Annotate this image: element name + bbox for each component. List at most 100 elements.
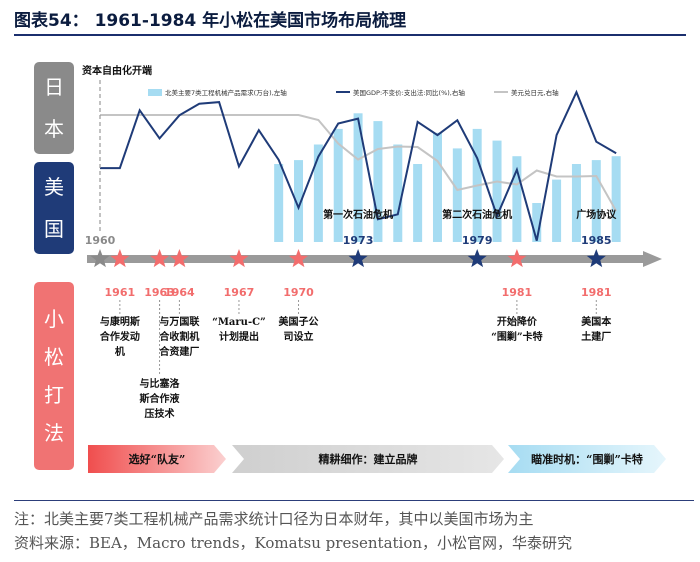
top-event-label: 资本自由化开端	[82, 64, 152, 77]
row-label-char: 小	[44, 307, 64, 331]
timeline-year: 1961	[105, 286, 136, 299]
timeline-year: 1981	[581, 286, 612, 299]
timeline-year: 1963	[144, 286, 175, 299]
demand-bar	[294, 160, 304, 242]
timeline-star	[467, 249, 487, 268]
phase-arrow	[88, 445, 226, 473]
action-line: 机	[115, 345, 125, 358]
timeline-star	[507, 249, 527, 268]
row-label-char: 法	[44, 421, 64, 445]
demand-bar	[432, 132, 442, 242]
action-line: “围剿”卡特	[491, 330, 543, 343]
row-label-char: 松	[44, 345, 64, 369]
footnote-rule	[14, 500, 694, 501]
action-line: 与康明斯	[100, 315, 140, 328]
timeline-year: 1967	[224, 286, 255, 299]
komatsu-action-3: “Maru-C” 计划提出	[212, 317, 266, 343]
row-label-0: 日本	[34, 62, 74, 154]
timeline-star	[348, 249, 368, 268]
timeline-star	[229, 249, 249, 268]
timeline-year: 1979	[462, 234, 493, 247]
us-gdp-line	[100, 89, 617, 241]
timeline-node-5: 1970	[283, 249, 314, 314]
timeline-arrow	[87, 251, 662, 267]
timeline-year: 1970	[283, 286, 314, 299]
timeline-node-8: 1981	[502, 249, 533, 314]
timeline-node-10: 1981	[581, 286, 612, 314]
phase-label: 选好“队友”	[129, 452, 186, 466]
timeline-node-9: 1985	[581, 234, 612, 268]
usdjpy-line	[100, 114, 618, 212]
phase-1: 精耕细作：建立品牌	[232, 445, 504, 473]
action-line: 计划提出	[219, 330, 259, 343]
timeline-year: 1985	[581, 234, 612, 247]
row-label-1: 美国	[34, 162, 74, 254]
timeline-star	[150, 249, 170, 268]
row-label-box	[34, 282, 74, 470]
top-event-label: 第二次石油危机	[442, 208, 512, 221]
action-line: 司设立	[284, 330, 314, 343]
timeline-year: 1960	[85, 234, 116, 247]
demand-bar	[373, 121, 383, 242]
row-label-box	[34, 162, 74, 254]
phase-2: 瞄准时机：“围剿”卡特	[508, 445, 666, 473]
demand-bar	[313, 144, 323, 242]
action-line: “Maru-C”	[212, 317, 266, 328]
timeline-node-1: 1961	[105, 249, 136, 314]
row-label-char: 美	[44, 175, 64, 199]
legend-item-0: 北美主要7类工程机械产品需求(万台),左轴	[148, 88, 287, 97]
action-line: 美国本	[581, 315, 612, 328]
timeline-head	[643, 251, 662, 267]
timeline-star	[586, 249, 606, 268]
row-label-box	[34, 62, 74, 154]
footnote-note: 注：北美主要7类工程机械产品需求统计口径为日本财年，其中以美国市场为主	[14, 510, 534, 528]
timeline-node-4: 1967	[224, 249, 255, 314]
top-event-label: 广场协议	[576, 208, 617, 221]
demand-bar	[393, 144, 403, 242]
phase-arrow	[232, 445, 504, 473]
action-line: 与万国联	[159, 315, 199, 328]
demand-bar	[452, 148, 462, 242]
action-line: 美国子公	[279, 315, 319, 328]
footnote-source: 资料来源：BEA，Macro trends，Komatsu presentati…	[14, 534, 573, 552]
timeline-chart: 北美主要7类工程机械产品需求(万台),左轴 美国GDP:不变价:支出法:同比(%)…	[34, 62, 666, 473]
demand-bar	[333, 128, 343, 242]
demand-bar	[552, 179, 562, 242]
demand-bar	[413, 164, 423, 242]
legend-label: 美元兑日元,右轴	[511, 88, 559, 97]
legend-item-2: 美元兑日元,右轴	[494, 88, 559, 97]
demand-bar	[274, 164, 284, 242]
row-label-char: 本	[44, 117, 64, 141]
legend-label: 北美主要7类工程机械产品需求(万台),左轴	[165, 88, 287, 97]
legend-swatch	[148, 89, 162, 96]
demand-bar	[611, 156, 621, 242]
timeline-star	[289, 249, 308, 268]
title-underline	[14, 34, 686, 36]
timeline-year: 1964	[164, 286, 195, 299]
page-title: 图表54： 1961-1984 年小松在美国市场布局梳理	[14, 11, 407, 31]
phase-label: 精耕细作：建立品牌	[319, 452, 418, 466]
timeline-node-3: 1964	[164, 249, 195, 314]
phase-0: 选好“队友”	[88, 445, 226, 473]
row-label-char: 国	[44, 217, 64, 241]
action-line: 合收割机	[158, 330, 199, 343]
top-event-label: 第一次石油危机	[323, 208, 393, 221]
demand-bar	[532, 203, 542, 242]
timeline-node-0: 1960	[85, 234, 116, 268]
action-line: 斯合作液	[140, 392, 180, 405]
action-line: 压技术	[145, 407, 175, 420]
timeline-shaft	[87, 255, 643, 263]
row-label-char: 日	[44, 75, 64, 99]
demand-bar	[571, 164, 581, 242]
row-label-char: 打	[44, 383, 64, 407]
timeline-node-2: 1963	[144, 249, 175, 314]
timeline-star	[110, 249, 130, 268]
action-line: 与比塞洛	[140, 377, 181, 390]
timeline-year: 1973	[343, 234, 374, 247]
timeline-year: 1981	[502, 286, 533, 299]
